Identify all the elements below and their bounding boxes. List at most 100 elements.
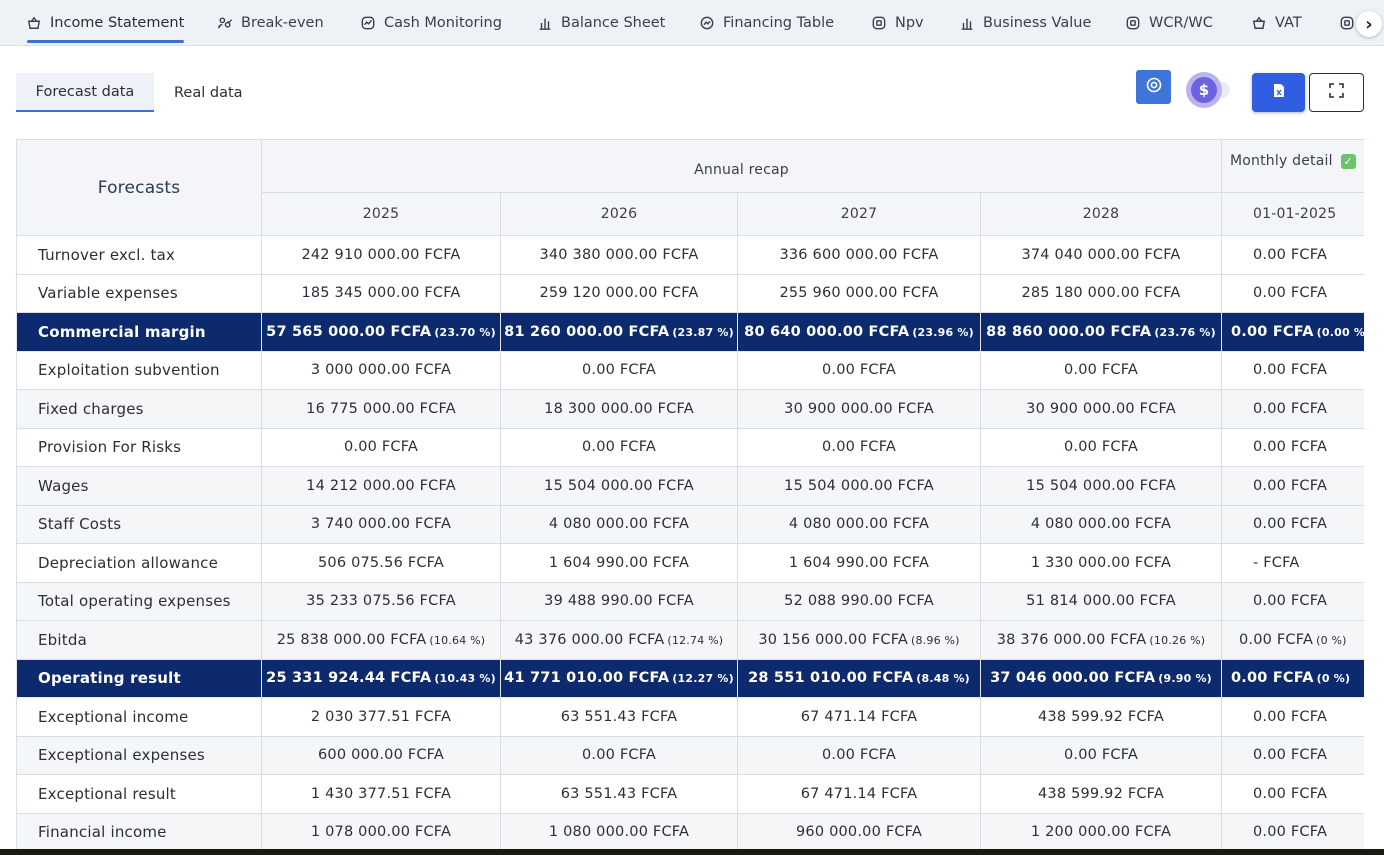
table-cell: 438 599.92 FCFA: [980, 774, 1222, 814]
tab-label: Break-even: [241, 15, 324, 31]
tab-vat[interactable]: VAT: [1252, 0, 1302, 46]
table-cell: 67 471.14 FCFA: [737, 697, 981, 737]
table-row: Depreciation allowance 506 075.56 FCFA 1 6…: [16, 543, 1364, 583]
cell-value: 57 565 000.00 FCFA: [266, 323, 432, 340]
cell-value: 0.00 FCFA: [1253, 285, 1328, 302]
table-cell: 0.00 FCFA (0 %): [1221, 620, 1364, 660]
currency-toggle[interactable]: $: [1186, 72, 1244, 108]
cell-value: 0.00 FCFA: [1253, 785, 1328, 802]
people-icon: [218, 16, 232, 30]
table-row: Financial income 1 078 000.00 FCFA 1 080 0…: [16, 812, 1364, 849]
cell-value: 15 504 000.00 FCFA: [544, 477, 694, 494]
tab-balance-sheet[interactable]: Balance Sheet: [538, 0, 665, 46]
table-cell: 0.00 FCFA: [980, 350, 1222, 390]
table-cell: 80 640 000.00 FCFA (23.96 %): [737, 312, 981, 352]
table-cell: 28 551 010.00 FCFA (8.48 %): [737, 658, 981, 698]
subtab-label: Real data: [174, 84, 243, 101]
table-cell: 438 599.92 FCFA: [980, 697, 1222, 737]
table-cell: 4 080 000.00 FCFA: [737, 504, 981, 544]
table-cell: - FCFA: [1221, 543, 1364, 583]
cell-value: 3 740 000.00 FCFA: [310, 516, 452, 533]
trend-circle-icon: [700, 16, 714, 30]
scroll-tabs-right-button[interactable]: ›: [1356, 11, 1382, 37]
table-cell: 0.00 FCFA: [1221, 427, 1364, 467]
cell-value: 0.00 FCFA: [581, 747, 657, 764]
table-cell: 4 080 000.00 FCFA: [980, 504, 1222, 544]
cell-value: 0.00 FCFA: [1253, 400, 1328, 417]
table-cell: 0.00 FCFA: [1221, 389, 1364, 429]
column-header-2028: 2028: [980, 192, 1222, 236]
cell-value: 80 640 000.00 FCFA: [744, 323, 910, 340]
cell-value: 30 900 000.00 FCFA: [1026, 400, 1176, 417]
cell-value: 0.00 FCFA: [1231, 323, 1314, 340]
row-label: Ebitda: [16, 620, 262, 660]
square-dot-icon: [872, 16, 886, 30]
tab-more[interactable]: [1340, 0, 1363, 46]
cell-percentage: (8.96 %): [911, 633, 960, 647]
table-cell: 1 080 000.00 FCFA: [500, 812, 738, 849]
basket-icon: [27, 16, 41, 30]
table-cell: 1 604 990.00 FCFA: [737, 543, 981, 583]
table-cell: 4 080 000.00 FCFA: [500, 504, 738, 544]
table-cell: 242 910 000.00 FCFA: [261, 235, 501, 275]
cell-value: 4 080 000.00 FCFA: [788, 516, 930, 533]
table-cell: 15 504 000.00 FCFA: [737, 466, 981, 506]
tab-business-value[interactable]: Business Value: [960, 0, 1091, 46]
cell-value: 1 080 000.00 FCFA: [548, 824, 690, 841]
cell-value: 0.00 FCFA: [1253, 362, 1328, 379]
table-cell: 14 212 000.00 FCFA: [261, 466, 501, 506]
column-header-2025: 2025: [261, 192, 501, 236]
tab-npv[interactable]: Npv: [872, 0, 924, 46]
table-cell: 0.00 FCFA: [1221, 273, 1364, 313]
eye-icon: [1145, 76, 1163, 98]
tab-break-even[interactable]: Break-even: [218, 0, 324, 46]
export-excel-button[interactable]: [1252, 73, 1305, 112]
cell-value: 28 551 010.00 FCFA: [748, 670, 914, 687]
monthly-detail-checkbox[interactable]: ✓: [1340, 153, 1356, 169]
cell-value: 340 380 000.00 FCFA: [539, 246, 699, 263]
cell-value: 0.00 FCFA: [1253, 516, 1328, 533]
income-statement-table-container[interactable]: Forecasts Annual recap Monthly detail ✓ 2…: [16, 139, 1364, 849]
row-label: Exceptional income: [16, 697, 262, 737]
row-label: Variable expenses: [16, 273, 262, 313]
cell-value: 1 200 000.00 FCFA: [1030, 824, 1172, 841]
tab-income-statement[interactable]: Income Statement: [27, 0, 185, 46]
cell-percentage: (12.74 %): [667, 633, 724, 647]
row-label: Staff Costs: [16, 504, 262, 544]
row-label: Wages: [16, 466, 262, 506]
fullscreen-icon: [1329, 83, 1344, 102]
table-cell: 374 040 000.00 FCFA: [980, 235, 1222, 275]
cell-value: 0.00 FCFA: [1253, 477, 1328, 494]
table-cell: 185 345 000.00 FCFA: [261, 273, 501, 313]
cell-value: 506 075.56 FCFA: [317, 554, 445, 571]
tab-cash-monitoring[interactable]: Cash Monitoring: [361, 0, 502, 46]
income-statement-table: Forecasts Annual recap Monthly detail ✓ 2…: [16, 139, 1364, 849]
table-cell: 81 260 000.00 FCFA (23.87 %): [500, 312, 738, 352]
cell-value: 15 504 000.00 FCFA: [1026, 477, 1176, 494]
table-cell: 600 000.00 FCFA: [261, 735, 501, 775]
table-cell: 0.00 FCFA: [500, 350, 738, 390]
table-row: Staff Costs 3 740 000.00 FCFA 4 080 000.00…: [16, 504, 1364, 544]
square-dot-icon: [1126, 16, 1140, 30]
table-row: Exceptional income 2 030 377.51 FCFA 63 55…: [16, 697, 1364, 737]
cell-value: 1 604 990.00 FCFA: [548, 554, 690, 571]
row-label: Provision For Risks: [16, 427, 262, 467]
cell-value: 14 212 000.00 FCFA: [306, 477, 456, 494]
view-toggle-button[interactable]: [1136, 70, 1171, 104]
cell-value: 0.00 FCFA: [1253, 824, 1328, 841]
subtab-real-data[interactable]: Real data: [154, 73, 263, 112]
table-cell: 285 180 000.00 FCFA: [980, 273, 1222, 313]
table-cell: 37 046 000.00 FCFA (9.90 %): [980, 658, 1222, 698]
fullscreen-button[interactable]: [1309, 73, 1364, 112]
table-cell: 0.00 FCFA: [737, 427, 981, 467]
row-label: Fixed charges: [16, 389, 262, 429]
tab-financing-table[interactable]: Financing Table: [700, 0, 834, 46]
table-cell: 506 075.56 FCFA: [261, 543, 501, 583]
table-cell: 51 814 000.00 FCFA: [980, 581, 1222, 621]
cell-value: 1 078 000.00 FCFA: [310, 824, 452, 841]
subtab-forecast-data[interactable]: Forecast data: [16, 73, 154, 112]
table-cell: 25 331 924.44 FCFA (10.43 %): [261, 658, 501, 698]
table-cell: 39 488 990.00 FCFA: [500, 581, 738, 621]
cell-value: 259 120 000.00 FCFA: [539, 285, 699, 302]
tab-wcr-wc[interactable]: WCR/WC: [1126, 0, 1213, 46]
